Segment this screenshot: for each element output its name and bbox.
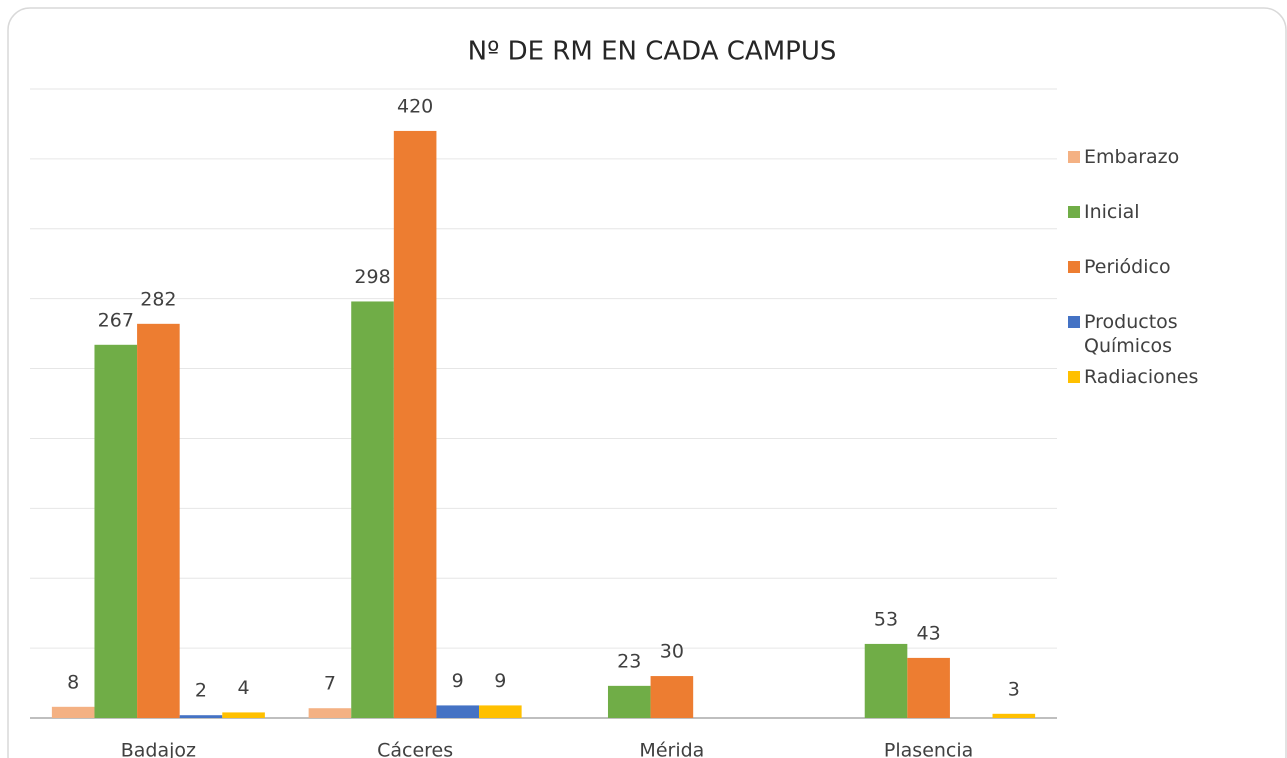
legend-swatch	[1068, 316, 1080, 328]
legend-label: Inicial	[1084, 201, 1140, 223]
bar	[436, 705, 480, 718]
legend-item: Embarazo	[1068, 145, 1243, 169]
data-label: 267	[98, 309, 134, 331]
bar	[393, 130, 437, 718]
bar	[137, 323, 180, 718]
bar	[907, 657, 950, 718]
legend-item: Radiaciones	[1068, 365, 1243, 389]
data-label: 7	[324, 673, 336, 695]
data-label: 43	[917, 622, 941, 644]
legend-label: Embarazo	[1084, 146, 1180, 168]
legend-swatch	[1068, 261, 1080, 273]
chart-border	[7, 7, 1287, 758]
bar	[94, 344, 138, 718]
bar	[650, 676, 694, 718]
legend-item: Inicial	[1068, 200, 1243, 224]
legend-item: Periódico	[1068, 255, 1243, 279]
data-label: 420	[397, 95, 433, 117]
bar	[479, 705, 522, 718]
legend-label: Periódico	[1084, 256, 1171, 278]
data-label: 8	[67, 671, 79, 693]
data-label: 4	[238, 677, 250, 699]
bar	[222, 712, 265, 718]
data-label: 298	[354, 266, 390, 288]
x-tick-label: Plasencia	[884, 740, 973, 758]
bar	[179, 715, 223, 718]
legend-item: Productos Químicos	[1068, 310, 1243, 358]
legend: Embarazo Inicial Periódico Productos Químic…	[1068, 145, 1243, 420]
data-label: 2	[195, 680, 207, 702]
legend-swatch	[1068, 206, 1080, 218]
data-label: 9	[494, 670, 506, 692]
x-tick-label: Cáceres	[377, 740, 453, 758]
bar	[992, 713, 1036, 718]
bar	[51, 706, 95, 718]
x-tick-label: Badajoz	[121, 740, 196, 758]
data-label: 282	[140, 288, 176, 310]
bar	[351, 301, 394, 718]
legend-label: Radiaciones	[1084, 366, 1199, 388]
legend-label: Productos Químicos	[1084, 311, 1178, 357]
data-label: 23	[617, 650, 641, 672]
data-label: 30	[660, 641, 684, 663]
legend-swatch	[1068, 371, 1080, 383]
bar	[308, 708, 352, 718]
x-tick-label: Mérida	[639, 740, 704, 758]
data-label: 53	[874, 608, 898, 630]
legend-swatch	[1068, 151, 1080, 163]
bar	[607, 685, 651, 718]
chart-title: Nº DE RM EN CADA CAMPUS	[468, 37, 837, 67]
data-label: 9	[452, 670, 464, 692]
bar	[864, 643, 908, 718]
data-label: 3	[1008, 678, 1020, 700]
